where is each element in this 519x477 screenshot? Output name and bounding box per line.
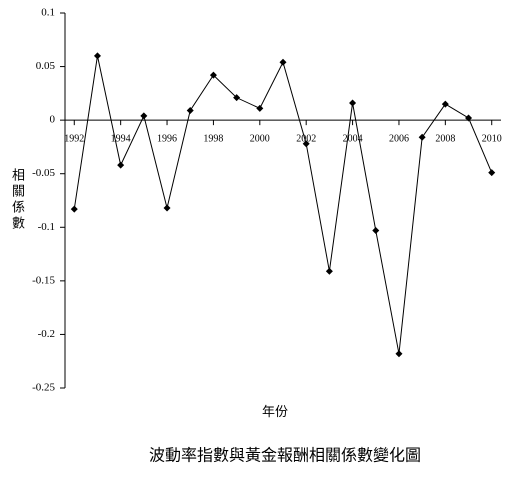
chart-title: 波動率指數與黃金報酬相關係數變化圖 — [149, 447, 421, 465]
marker — [465, 114, 473, 122]
marker — [70, 205, 78, 213]
y-tick-label: -0.15 — [32, 274, 55, 286]
y-tick-label: 0.05 — [36, 60, 56, 72]
y-tick-label: 0.1 — [41, 7, 55, 19]
marker — [140, 112, 148, 120]
marker — [488, 169, 496, 177]
y-tick-label: -0.1 — [38, 221, 55, 233]
marker — [372, 227, 380, 234]
x-tick-label: 1994 — [111, 133, 131, 144]
x-tick-label: 1996 — [157, 133, 177, 144]
marker — [395, 350, 403, 358]
line — [73, 55, 493, 354]
x-tick-label: 2010 — [482, 133, 502, 144]
y-axis-label: 相關係數 — [10, 168, 25, 232]
marker — [302, 140, 310, 148]
marker — [163, 204, 171, 212]
y-tick-label: -0.25 — [32, 382, 55, 394]
x-tick-label: 2002 — [296, 133, 316, 144]
marker — [279, 58, 287, 66]
marker — [441, 100, 449, 108]
x-axis-label: 年份 — [262, 404, 288, 419]
marker — [325, 267, 333, 275]
y-tick-label: 0 — [50, 114, 56, 126]
x-tick-label: 2008 — [435, 133, 455, 144]
x-tick-label: 2004 — [343, 133, 363, 144]
y-tick-label: -0.05 — [32, 167, 55, 179]
marker — [349, 99, 357, 107]
y-tick-label: -0.2 — [38, 328, 55, 340]
x-tick-label: 1992 — [64, 133, 84, 144]
x-tick-label: 2006 — [389, 133, 409, 144]
x-tick-label: 2000 — [250, 133, 270, 144]
marker — [209, 71, 217, 79]
marker — [256, 104, 264, 112]
marker — [117, 161, 125, 169]
marker — [233, 94, 241, 102]
x-tick-label: 1998 — [203, 133, 223, 144]
marker — [93, 52, 101, 60]
marker — [418, 133, 426, 141]
marker — [186, 107, 194, 114]
